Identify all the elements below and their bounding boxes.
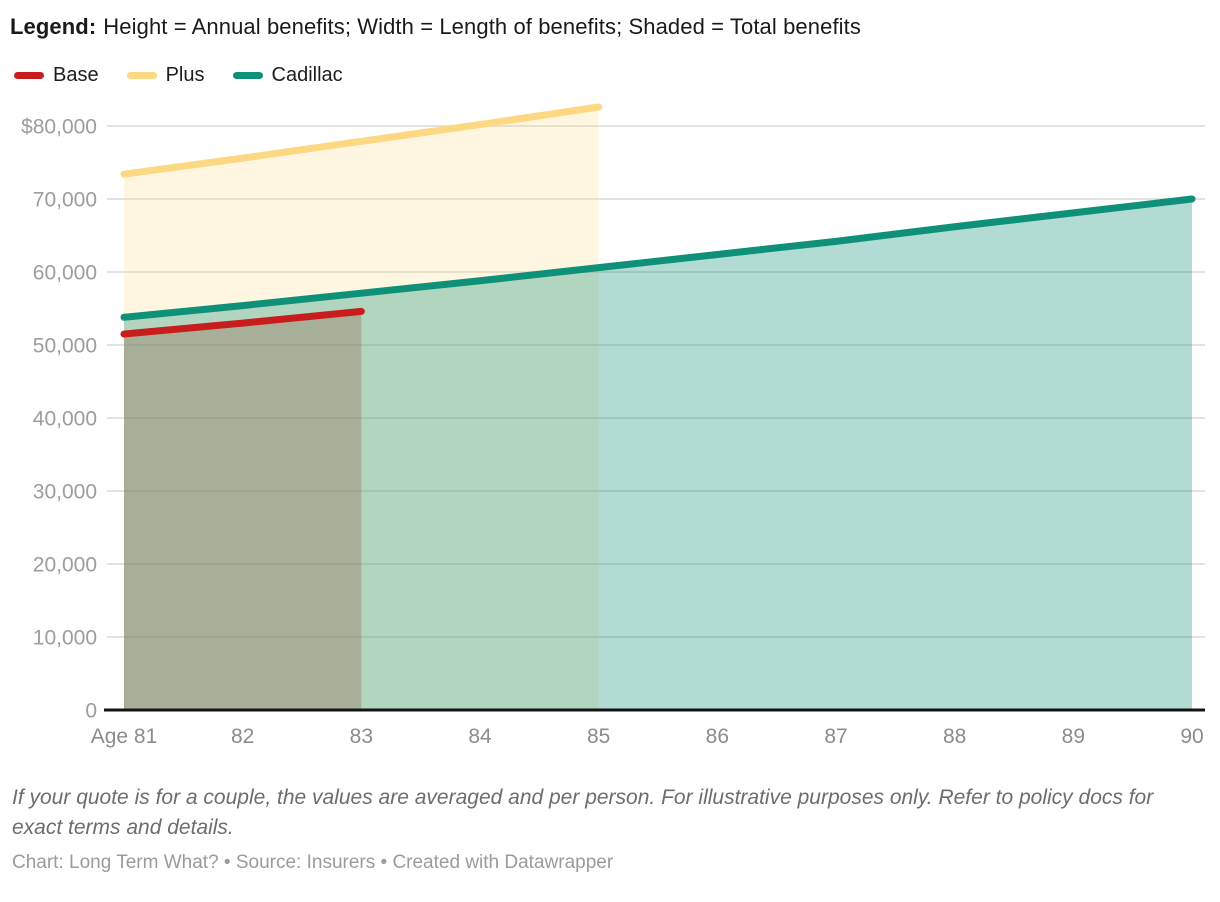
x-tick-label: 85 [587,725,610,748]
chart-title-legend-prefix: Legend: [10,14,97,39]
legend-label-base: Base [53,64,99,86]
series-line-plus [120,103,603,178]
legend: Base Plus Cadillac [14,64,1206,87]
y-tick-label: 0 [85,700,97,723]
legend-label-cadillac: Cadillac [271,64,343,86]
plus-color-swatch [126,72,157,79]
x-tick-label: 86 [706,725,729,748]
chart-byline: Chart: Long Term What? • Source: Insurer… [12,851,614,873]
cadillac-color-swatch [232,72,263,79]
x-tick-label: Age 81 [91,725,158,748]
y-tick-label: 60,000 [33,262,97,285]
x-tick-label: 82 [231,725,254,748]
series-area-cadillac [124,199,1192,710]
series-area-plus [124,107,599,710]
x-tick-label: 89 [1062,725,1085,748]
series-line-cadillac [120,195,1196,321]
y-tick-label: 70,000 [33,189,97,212]
legend-item-base: Base [14,64,99,87]
y-tick-label: $80,000 [21,116,97,139]
y-tick-label: 20,000 [33,554,97,577]
legend-label-plus: Plus [165,64,205,86]
chart-title: Legend: Height = Annual benefits; Width =… [10,14,1206,40]
legend-item-cadillac: Cadillac [232,64,343,87]
x-tick-label: 84 [468,725,492,748]
legend-item-plus: Plus [126,64,205,87]
y-tick-label: 30,000 [33,481,97,504]
y-tick-label: 40,000 [33,408,97,431]
benefits-area-chart: $80,000 70,000 60,000 50,000 40,000 30,000 20,… [21,103,1205,748]
chart-notes: If your quote is for a couple, the value… [12,786,1154,839]
x-tick-label: 83 [350,725,373,748]
x-tick-label: 90 [1180,725,1203,748]
y-tick-label: 10,000 [33,627,97,650]
base-color-swatch [14,72,44,79]
series-area-base [124,311,362,710]
y-tick-label: 50,000 [33,335,97,358]
series-line-base [120,307,365,338]
chart-title-text: Height = Annual benefits; Width = Length… [103,14,861,39]
x-tick-label: 87 [824,725,847,748]
x-tick-label: 88 [943,725,966,748]
